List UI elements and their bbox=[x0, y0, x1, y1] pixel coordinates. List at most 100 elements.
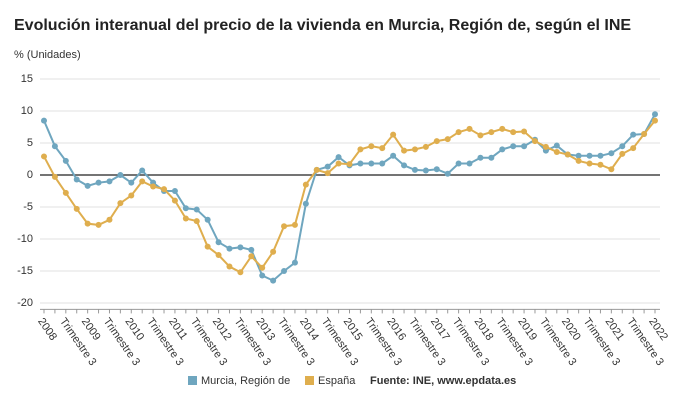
data-point bbox=[73, 205, 80, 212]
y-tick-label: 10 bbox=[21, 105, 33, 117]
data-point bbox=[510, 143, 517, 150]
data-point bbox=[477, 154, 484, 161]
y-tick-label: -15 bbox=[17, 265, 33, 277]
data-point bbox=[324, 170, 331, 177]
data-point bbox=[215, 252, 222, 258]
data-point bbox=[335, 160, 342, 167]
data-point bbox=[128, 179, 135, 186]
data-point bbox=[455, 129, 462, 136]
data-point bbox=[237, 244, 244, 251]
data-point bbox=[444, 136, 451, 143]
data-point bbox=[248, 253, 255, 260]
data-point bbox=[324, 163, 331, 170]
data-point bbox=[521, 143, 528, 150]
data-point bbox=[390, 152, 397, 159]
data-point bbox=[608, 166, 615, 173]
data-point bbox=[510, 129, 517, 136]
data-point bbox=[346, 161, 353, 168]
data-point bbox=[313, 166, 320, 173]
data-point bbox=[226, 245, 233, 252]
data-point bbox=[215, 239, 222, 246]
data-point bbox=[379, 160, 386, 167]
data-point bbox=[575, 157, 582, 164]
y-tick-label: 15 bbox=[21, 73, 33, 85]
data-point bbox=[455, 160, 462, 167]
data-point bbox=[302, 181, 309, 188]
y-tick-label: -10 bbox=[17, 233, 33, 245]
data-point bbox=[84, 182, 91, 189]
data-point bbox=[259, 272, 266, 279]
data-point bbox=[586, 152, 593, 159]
data-point bbox=[466, 125, 473, 132]
y-tick-label: 0 bbox=[27, 169, 33, 181]
data-point bbox=[270, 277, 277, 284]
data-point bbox=[302, 200, 309, 207]
source: Fuente: INE, www.epdata.es bbox=[370, 375, 516, 387]
data-point bbox=[193, 218, 200, 225]
data-point bbox=[401, 147, 408, 154]
legend-label: España bbox=[318, 375, 356, 387]
data-point bbox=[597, 152, 604, 159]
data-point bbox=[619, 150, 626, 157]
data-point bbox=[171, 188, 178, 194]
legend-swatch bbox=[305, 376, 314, 385]
data-point bbox=[422, 167, 429, 174]
data-point bbox=[51, 143, 58, 150]
data-point bbox=[401, 162, 408, 169]
data-point bbox=[652, 111, 658, 118]
data-point bbox=[433, 138, 440, 145]
data-point bbox=[652, 117, 658, 124]
data-point bbox=[62, 157, 69, 164]
y-tick-label: 5 bbox=[27, 137, 33, 149]
data-point bbox=[422, 143, 429, 150]
data-point bbox=[117, 200, 124, 207]
data-point bbox=[204, 216, 211, 223]
data-point bbox=[586, 160, 593, 167]
data-point bbox=[117, 172, 124, 178]
data-point bbox=[106, 216, 113, 223]
data-point bbox=[433, 166, 440, 173]
data-point bbox=[379, 145, 386, 152]
data-point bbox=[368, 143, 375, 150]
data-point bbox=[499, 146, 506, 153]
data-point bbox=[161, 186, 168, 193]
data-point bbox=[182, 205, 189, 212]
data-point bbox=[390, 131, 397, 138]
legend-label: Murcia, Región de bbox=[201, 375, 290, 387]
data-point bbox=[128, 192, 135, 199]
data-point bbox=[630, 145, 637, 152]
data-point bbox=[553, 142, 560, 149]
chart-title: Evolución interanual del precio de la vi… bbox=[14, 17, 631, 34]
data-point bbox=[575, 152, 582, 159]
data-point bbox=[95, 179, 102, 186]
data-point bbox=[564, 151, 571, 158]
data-point bbox=[411, 166, 418, 173]
x-tick-label: 2008 bbox=[35, 316, 59, 343]
y-axis-label: % (Unidades) bbox=[14, 49, 81, 61]
data-point bbox=[597, 161, 604, 168]
data-point bbox=[226, 263, 233, 270]
data-point bbox=[139, 178, 146, 185]
data-point bbox=[41, 153, 47, 160]
data-point bbox=[630, 131, 637, 138]
data-point bbox=[357, 146, 364, 153]
data-point bbox=[531, 138, 538, 145]
data-point bbox=[291, 259, 298, 266]
data-point bbox=[270, 248, 277, 255]
data-point bbox=[62, 189, 69, 196]
data-point bbox=[73, 176, 80, 183]
data-point bbox=[619, 143, 626, 150]
data-point bbox=[281, 268, 288, 274]
data-point bbox=[553, 148, 560, 155]
data-point bbox=[499, 125, 506, 132]
data-point bbox=[488, 154, 495, 161]
data-point bbox=[291, 221, 298, 228]
data-point bbox=[357, 160, 364, 167]
data-point bbox=[106, 178, 113, 185]
data-point bbox=[182, 215, 189, 222]
data-point bbox=[84, 220, 91, 227]
y-tick-label: -5 bbox=[23, 201, 33, 213]
data-point bbox=[477, 132, 484, 139]
legend-swatch bbox=[188, 376, 197, 385]
